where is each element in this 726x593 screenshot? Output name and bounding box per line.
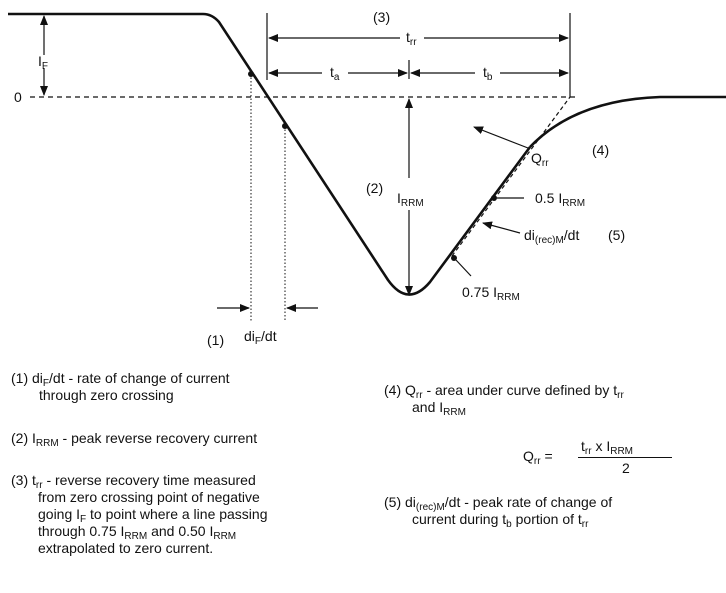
recovery-tail [529,95,726,148]
p075-label: 0.75 IRRM [462,284,520,303]
p05-label: 0.5 IRRM [535,190,585,209]
if-label: IF [38,53,48,72]
label-5: (5) [608,227,625,243]
legend-item-3: (3) trr - reverse recovery time measured… [11,472,268,556]
legend-item-5: (5) di(rec)M/dt - peak rate of change of… [384,494,613,530]
point-05 [491,195,497,201]
direc-label: di(rec)M/dt [524,227,579,246]
p075-leader [455,259,472,277]
label-4: (4) [592,142,609,158]
qrr-arrow [473,126,529,149]
formula-bar [578,457,672,458]
formula-denominator: 2 [622,460,630,476]
point-075 [451,255,457,261]
dif-label: diF/dt [244,328,277,347]
label-1: (1) [207,332,224,348]
label-3: (3) [373,9,390,25]
extrapolation-line [451,96,571,257]
label-2: (2) [366,180,383,196]
formula-numerator: trr x IRRM [581,438,634,457]
ta-label: ta [330,64,340,83]
qrr-label: Qrr [531,150,549,169]
legend-item-1: (1) diF/dt - rate of change of current t… [11,370,230,403]
direc-arrow [482,221,521,234]
tb-label: tb [483,64,493,83]
legend-item-2: (2) IRRM - peak reverse recovery current [11,430,258,449]
irrm-label: IRRM [397,190,424,209]
current-curve [8,12,532,296]
zero-label: 0 [14,89,22,105]
legend-item-4: (4) Qrr - area under curve defined by tr… [384,382,624,418]
formula-lhs: Qrr = [523,448,553,467]
trr-label: trr [406,29,417,48]
